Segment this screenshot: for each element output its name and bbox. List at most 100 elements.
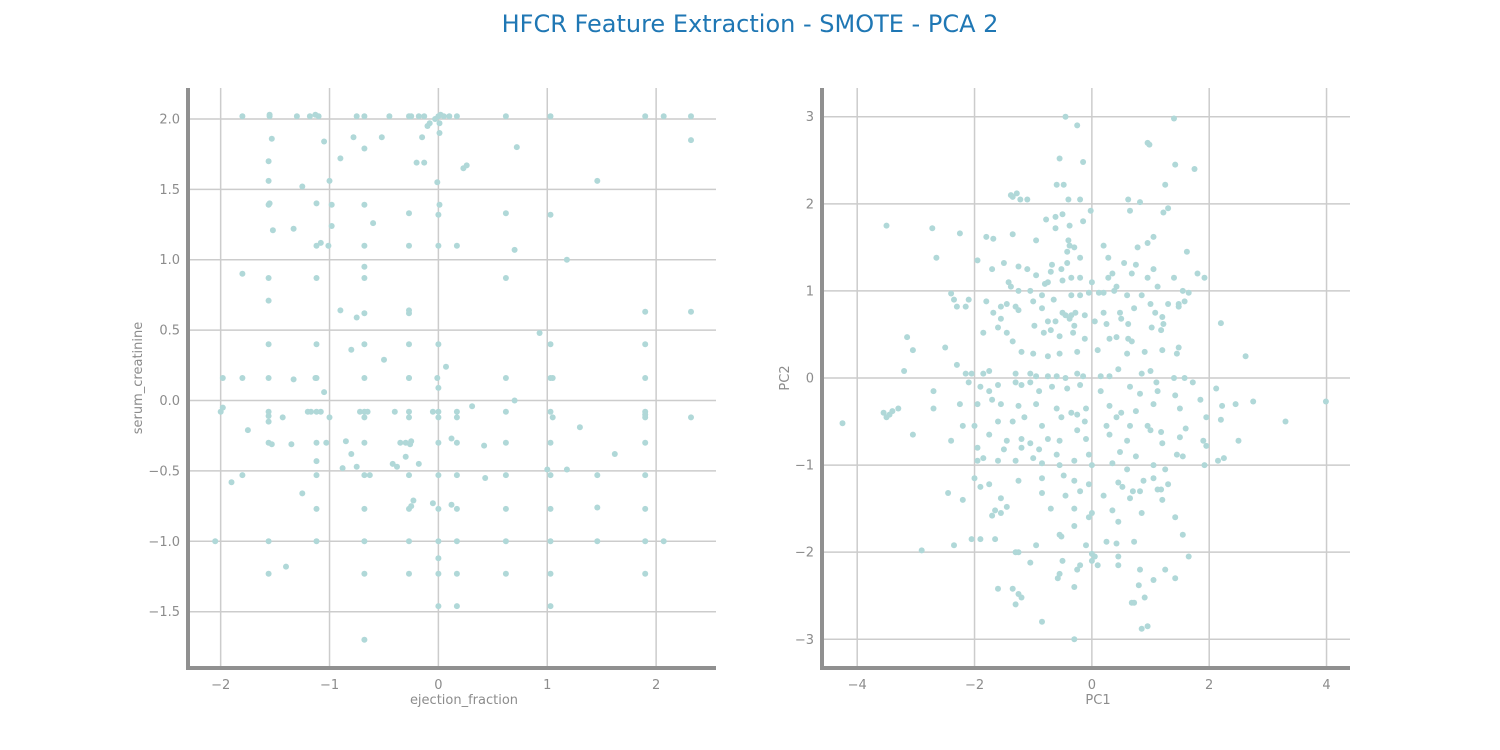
- data-point: [502, 210, 509, 217]
- data-point: [1137, 199, 1143, 206]
- data-point: [429, 408, 436, 415]
- data-point: [1039, 475, 1045, 482]
- data-point: [1015, 263, 1022, 270]
- data-point: [1009, 585, 1016, 592]
- data-point: [980, 329, 987, 336]
- data-point: [1150, 233, 1157, 240]
- data-point: [549, 375, 556, 381]
- data-point: [435, 211, 442, 218]
- data-point: [1017, 196, 1024, 203]
- data-point: [1080, 218, 1087, 225]
- data-point: [1077, 196, 1084, 203]
- data-point: [989, 512, 996, 519]
- data-point: [995, 382, 1001, 388]
- data-point: [435, 408, 442, 415]
- data-point: [997, 315, 1004, 322]
- data-point: [977, 483, 984, 490]
- data-point: [410, 497, 417, 504]
- x-tick-label: −4: [848, 678, 867, 693]
- data-point: [328, 201, 335, 208]
- data-point: [1131, 538, 1138, 545]
- data-point: [364, 408, 371, 415]
- data-point: [688, 414, 694, 421]
- data-point: [977, 536, 984, 543]
- data-point: [1124, 292, 1131, 299]
- data-point: [1175, 303, 1182, 310]
- data-point: [883, 222, 890, 229]
- data-point: [1125, 196, 1132, 203]
- data-point: [429, 500, 436, 507]
- data-point: [313, 375, 320, 381]
- data-point: [1106, 373, 1113, 380]
- data-point: [1033, 237, 1040, 244]
- data-point: [1179, 287, 1186, 294]
- data-point: [1097, 388, 1104, 395]
- data-point: [283, 563, 289, 570]
- data-point: [544, 466, 551, 473]
- data-point: [469, 403, 476, 410]
- data-point: [378, 134, 385, 141]
- data-point: [313, 275, 320, 281]
- data-point: [361, 414, 368, 421]
- data-point: [956, 230, 963, 237]
- data-point: [361, 145, 368, 152]
- data-point: [1018, 594, 1025, 601]
- data-point: [1056, 437, 1063, 444]
- data-point: [1103, 422, 1110, 429]
- data-point: [361, 636, 368, 643]
- data-point: [357, 408, 363, 415]
- data-point: [1115, 366, 1122, 373]
- data-point: [945, 490, 952, 496]
- data-point: [1003, 329, 1010, 336]
- data-point: [511, 246, 518, 253]
- data-point: [1058, 533, 1065, 540]
- data-point: [1049, 261, 1055, 268]
- data-point: [895, 405, 902, 412]
- data-point: [1179, 453, 1186, 460]
- data-point: [1077, 254, 1084, 261]
- data-point: [265, 177, 272, 184]
- data-point: [361, 242, 368, 249]
- data-point: [1009, 418, 1016, 425]
- data-point: [244, 427, 251, 434]
- data-point: [1105, 254, 1112, 261]
- data-point: [1027, 379, 1034, 386]
- data-point: [929, 225, 936, 232]
- data-point: [293, 113, 300, 120]
- data-point: [1074, 370, 1081, 377]
- data-point: [1044, 353, 1051, 360]
- data-point: [481, 442, 488, 449]
- data-point: [217, 408, 224, 415]
- y-tick-label: 1: [806, 284, 814, 299]
- data-point: [406, 472, 412, 479]
- data-point: [1176, 405, 1183, 412]
- data-point: [348, 451, 355, 457]
- data-point: [1150, 401, 1157, 408]
- data-point: [1039, 292, 1045, 299]
- data-point: [436, 201, 443, 208]
- data-point: [1071, 477, 1078, 484]
- data-point: [1127, 495, 1133, 502]
- data-point: [424, 123, 431, 129]
- data-point: [265, 275, 272, 281]
- data-point: [1074, 411, 1081, 418]
- data-point: [1215, 457, 1221, 464]
- data-point: [1165, 205, 1172, 212]
- data-point: [1077, 488, 1084, 495]
- data-point: [1144, 274, 1151, 281]
- data-point: [366, 472, 373, 479]
- y-tick-label: −1.5: [148, 605, 180, 620]
- data-point: [1203, 414, 1210, 421]
- data-point: [1003, 503, 1010, 510]
- data-point: [463, 162, 470, 169]
- data-point: [642, 538, 649, 545]
- data-point: [1091, 318, 1098, 325]
- data-point: [1131, 305, 1138, 312]
- data-point: [434, 375, 441, 381]
- data-point: [997, 401, 1004, 408]
- data-point: [1181, 298, 1188, 305]
- data-point: [435, 555, 442, 562]
- y-tick-label: 2.0: [159, 112, 180, 127]
- data-point: [406, 341, 412, 348]
- data-point: [361, 538, 368, 545]
